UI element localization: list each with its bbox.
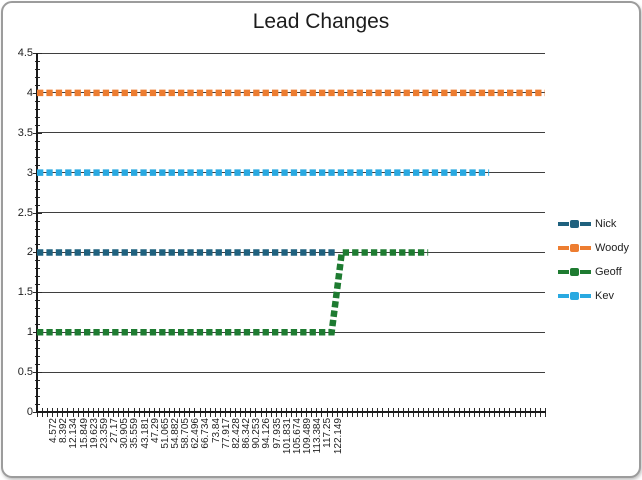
legend: Nick Woody Geoff Kev [558, 212, 629, 308]
x-tick-label: 15.849 [78, 418, 90, 449]
chart-title: Lead Changes [252, 10, 390, 33]
x-tick-label: 35.559 [129, 418, 141, 449]
y-axis-line [36, 53, 38, 413]
x-tick-label: 66.734 [200, 418, 212, 449]
x-tick-label: 117.25 [322, 418, 334, 448]
legend-square-marker [570, 268, 579, 276]
x-tick-label: 122.149 [332, 418, 344, 455]
legend-item-nick: Nick [558, 212, 629, 236]
legend-item-kev: Kev [558, 284, 629, 308]
x-tick-label: 94.126 [261, 418, 273, 449]
gridline [37, 52, 545, 54]
legend-line-marker-icon [558, 244, 592, 252]
y-tick-label: 2.5 [17, 206, 33, 219]
legend-line-marker-icon [558, 268, 592, 276]
y-tick-label: 2 [26, 246, 33, 259]
x-tick-label: 97.935 [271, 418, 283, 449]
legend-dash [580, 270, 591, 274]
x-tick-label: 43.181 [139, 418, 151, 449]
legend-dash [558, 270, 569, 274]
y-tick-label: 1.5 [17, 286, 33, 299]
legend-square-marker [570, 220, 579, 228]
gridline [37, 132, 545, 134]
legend-line-marker-icon [558, 292, 592, 300]
legend-line-marker-icon [558, 220, 592, 228]
legend-label: Woody [595, 242, 630, 254]
x-axis-line [36, 411, 546, 413]
y-tick-label: 4.5 [17, 47, 33, 59]
y-tick-label: 3 [26, 166, 33, 179]
y-tick-label: 4 [26, 86, 33, 99]
legend-dash [558, 294, 569, 298]
legend-dash [558, 246, 569, 250]
y-tick-label: 0.5 [17, 366, 33, 379]
y-tick-label: 1 [26, 326, 33, 339]
legend-dash [580, 246, 591, 250]
gridline [37, 371, 545, 373]
legend-dash [580, 294, 591, 298]
series-line-geoff [37, 249, 429, 336]
legend-label: Geoff [595, 266, 622, 278]
legend-label: Kev [595, 290, 614, 302]
gridline [37, 212, 545, 214]
x-tick-label: 73.84 [210, 418, 222, 444]
gridline [37, 291, 545, 293]
legend-item-woody: Woody [558, 236, 629, 260]
legend-label: Nick [595, 218, 617, 230]
legend-square-marker [570, 292, 579, 300]
x-tick-label: 12.134 [68, 418, 80, 449]
series-lines [37, 89, 545, 336]
legend-dash [580, 222, 591, 226]
legend-square-marker [570, 244, 579, 252]
y-tick-label: 3.5 [17, 126, 33, 139]
y-tick-label: 0 [26, 406, 33, 418]
legend-dash [558, 222, 569, 226]
legend-item-geoff: Geoff [558, 260, 629, 284]
